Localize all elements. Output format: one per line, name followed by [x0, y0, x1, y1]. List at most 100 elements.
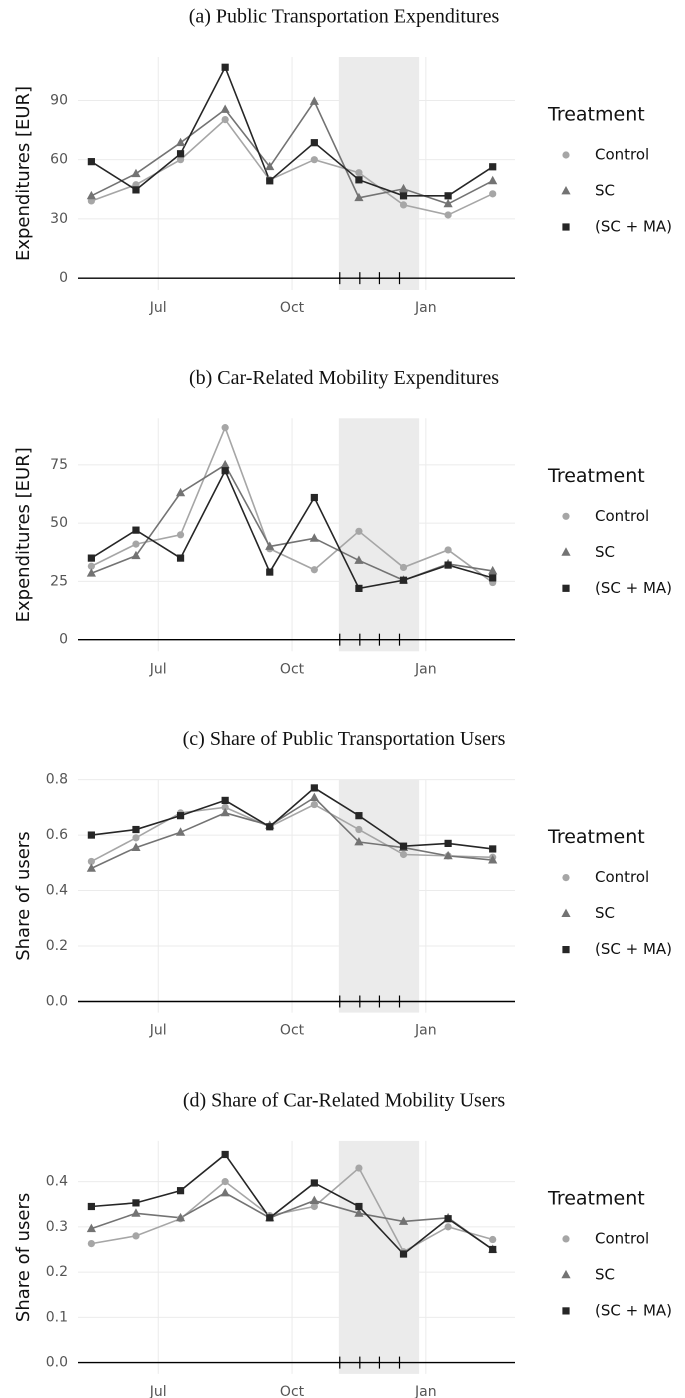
legend-label: (SC + MA): [595, 218, 672, 236]
marker: [132, 834, 140, 842]
x-tick-label: Jul: [149, 661, 167, 677]
marker: [444, 1215, 452, 1223]
legend-label: (SC + MA): [595, 1301, 672, 1319]
legend-label: Control: [595, 868, 649, 886]
y-axis-title: Share of users: [13, 1193, 34, 1322]
marker: [561, 908, 571, 917]
x-tick-label: Oct: [280, 661, 305, 677]
marker: [310, 156, 318, 164]
marker: [399, 576, 408, 584]
marker: [221, 424, 229, 432]
marker: [561, 186, 571, 195]
marker: [489, 845, 497, 853]
panel: (b) Car-Related Mobility Expenditures Exp…: [13, 367, 672, 677]
legend-label: SC: [595, 1265, 615, 1283]
legend-label: Control: [595, 146, 649, 164]
marker: [86, 190, 96, 200]
marker: [87, 562, 95, 570]
x-tick-label: Jul: [149, 1023, 167, 1039]
marker: [355, 169, 363, 177]
marker: [266, 568, 274, 576]
marker: [176, 531, 185, 539]
x-tick-label: Oct: [280, 300, 305, 316]
series-line: [91, 803, 493, 863]
marker: [86, 568, 96, 577]
marker: [220, 1187, 230, 1197]
marker: [354, 192, 364, 202]
marker: [355, 527, 363, 535]
marker: [221, 803, 229, 811]
y-axis-title: Share of users: [13, 831, 34, 960]
marker: [309, 1195, 319, 1205]
marker: [443, 198, 453, 208]
y-tick-label: 0.0: [46, 994, 68, 1010]
marker: [176, 812, 185, 820]
marker: [489, 574, 497, 582]
marker: [488, 855, 498, 864]
series-line: [91, 1153, 494, 1256]
marker: [175, 487, 186, 497]
marker: [176, 554, 185, 562]
marker: [562, 874, 570, 882]
legend-label: (SC + MA): [595, 940, 672, 958]
marker: [132, 825, 140, 834]
x-tick-label: Jan: [414, 1023, 437, 1039]
series-line: [91, 1166, 493, 1253]
marker: [309, 792, 319, 802]
marker: [266, 177, 274, 185]
marker: [132, 540, 140, 548]
marker: [175, 137, 186, 147]
x-tick-label: Jan: [414, 661, 437, 677]
panel: (c) Share of Public Transportation Users…: [13, 728, 672, 1038]
marker: [354, 1208, 364, 1217]
marker: [355, 1164, 363, 1172]
marker: [87, 831, 95, 839]
y-tick-label: 0.2: [46, 1264, 68, 1280]
marker: [131, 1208, 141, 1217]
marker: [310, 139, 318, 147]
x-tick-label: Oct: [280, 1384, 305, 1398]
marker: [355, 1202, 363, 1211]
panel: (d) Share of Car-Related Mobility Users S…: [13, 1089, 672, 1398]
x-tick-label: Jan: [414, 300, 437, 316]
marker: [398, 1216, 409, 1225]
marker: [310, 1202, 318, 1211]
marker: [132, 186, 140, 194]
series-line: [90, 468, 493, 590]
series-line: [91, 1192, 494, 1251]
marker: [561, 547, 571, 556]
marker: [562, 946, 570, 954]
marker: [399, 1250, 408, 1258]
marker: [355, 812, 363, 820]
y-tick-label: 30: [50, 211, 68, 227]
legend-label: (SC + MA): [595, 579, 672, 597]
y-tick-label: 0.6: [46, 827, 68, 843]
marker: [265, 161, 275, 171]
y-tick-label: 0.1: [46, 1309, 68, 1325]
marker: [87, 857, 95, 866]
panel: (a) Public Transportation Expenditures Ex…: [13, 6, 672, 316]
marker: [309, 533, 319, 542]
y-tick-label: 50: [50, 515, 68, 531]
marker: [310, 1179, 318, 1187]
marker: [399, 563, 408, 572]
marker: [310, 493, 318, 502]
marker: [444, 211, 452, 219]
marker: [399, 192, 408, 200]
marker: [266, 823, 274, 831]
marker: [87, 158, 95, 166]
x-tick-label: Jan: [414, 1384, 437, 1398]
marker: [310, 784, 318, 792]
marker: [221, 115, 229, 124]
marker: [176, 150, 185, 158]
marker: [489, 1235, 497, 1244]
y-tick-label: 0.4: [46, 883, 68, 899]
marker: [309, 96, 319, 105]
marker: [220, 807, 230, 817]
x-tick-label: Jul: [149, 1384, 167, 1398]
marker: [444, 561, 452, 569]
marker: [176, 156, 185, 164]
marker: [488, 565, 498, 575]
marker: [310, 800, 318, 809]
x-tick-label: Oct: [280, 1023, 305, 1039]
